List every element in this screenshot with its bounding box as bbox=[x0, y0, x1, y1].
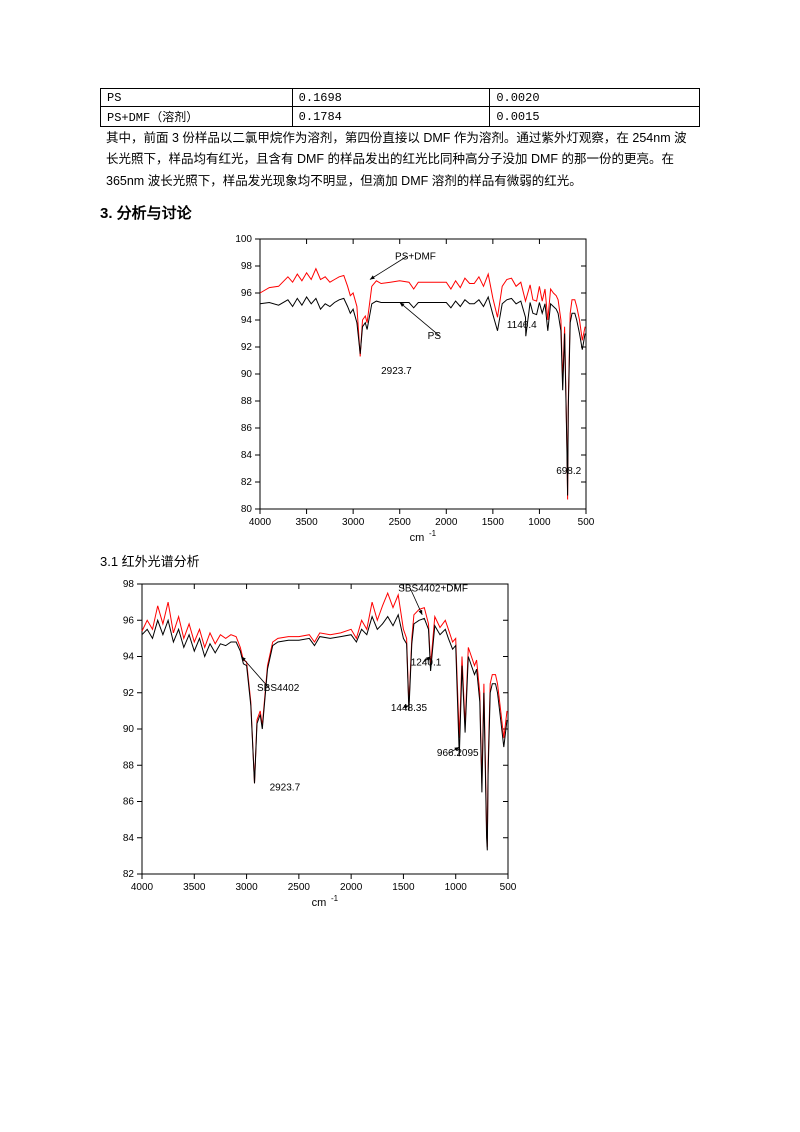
svg-text:90: 90 bbox=[241, 369, 253, 380]
svg-text:4000: 4000 bbox=[249, 517, 272, 528]
table-row: PS 0.1698 0.0020 bbox=[101, 89, 700, 107]
svg-text:92: 92 bbox=[123, 688, 135, 699]
svg-text:-1: -1 bbox=[331, 894, 339, 903]
svg-text:96: 96 bbox=[241, 288, 253, 299]
svg-text:2923.7: 2923.7 bbox=[381, 366, 412, 377]
svg-text:2000: 2000 bbox=[340, 882, 363, 893]
svg-text:cm: cm bbox=[312, 897, 327, 909]
svg-text:94: 94 bbox=[241, 315, 253, 326]
svg-text:86: 86 bbox=[241, 423, 253, 434]
svg-text:PS: PS bbox=[428, 331, 442, 342]
ir-spectrum-chart-2: 4000 3500 3000 2500 2000 1500 1000 500 82 84 86 88 9… bbox=[100, 574, 520, 914]
table-row: PS+DMF（溶剂） 0.1784 0.0015 bbox=[101, 107, 700, 127]
svg-text:2500: 2500 bbox=[288, 882, 311, 893]
svg-text:2923.7: 2923.7 bbox=[270, 782, 301, 793]
svg-text:80: 80 bbox=[241, 504, 253, 515]
cell: 0.0015 bbox=[490, 107, 700, 127]
svg-text:84: 84 bbox=[123, 833, 135, 844]
svg-text:82: 82 bbox=[241, 477, 253, 488]
svg-text:1000: 1000 bbox=[445, 882, 468, 893]
ir-spectrum-chart-1: 4000 3500 3000 2500 2000 1500 1000 500 80 82 84 86 8… bbox=[218, 229, 598, 549]
svg-text:88: 88 bbox=[123, 760, 135, 771]
svg-text:698.2: 698.2 bbox=[556, 466, 581, 477]
svg-text:2500: 2500 bbox=[389, 517, 412, 528]
svg-text:100: 100 bbox=[235, 234, 252, 245]
svg-text:1500: 1500 bbox=[392, 882, 415, 893]
svg-text:82: 82 bbox=[123, 869, 135, 880]
svg-text:1240.1: 1240.1 bbox=[411, 657, 442, 668]
svg-text:2000: 2000 bbox=[435, 517, 458, 528]
cell: 0.0020 bbox=[490, 89, 700, 107]
svg-text:94: 94 bbox=[123, 651, 135, 662]
svg-text:1000: 1000 bbox=[528, 517, 551, 528]
svg-text:84: 84 bbox=[241, 450, 253, 461]
svg-text:-1: -1 bbox=[429, 529, 437, 538]
cell: PS bbox=[101, 89, 293, 107]
svg-text:966.2095: 966.2095 bbox=[437, 748, 479, 759]
cell: 0.1698 bbox=[292, 89, 490, 107]
cell: PS+DMF（溶剂） bbox=[101, 107, 293, 127]
data-table: PS 0.1698 0.0020 PS+DMF（溶剂） 0.1784 0.001… bbox=[100, 88, 700, 127]
svg-text:96: 96 bbox=[123, 615, 135, 626]
svg-text:3500: 3500 bbox=[183, 882, 206, 893]
svg-text:cm: cm bbox=[410, 532, 425, 544]
svg-text:3500: 3500 bbox=[295, 517, 318, 528]
svg-text:PS+DMF: PS+DMF bbox=[395, 251, 436, 262]
svg-text:SBS4402+DMF: SBS4402+DMF bbox=[398, 583, 468, 594]
svg-text:3000: 3000 bbox=[342, 517, 365, 528]
svg-text:500: 500 bbox=[578, 517, 595, 528]
svg-text:92: 92 bbox=[241, 342, 253, 353]
svg-text:1448.35: 1448.35 bbox=[391, 703, 428, 714]
svg-text:SBS4402: SBS4402 bbox=[257, 683, 300, 694]
svg-text:90: 90 bbox=[123, 724, 135, 735]
svg-text:86: 86 bbox=[123, 796, 135, 807]
subsection-heading: 3.1 红外光谱分析 bbox=[100, 551, 700, 570]
paragraph: 其中，前面 3 份样品以二氯甲烷作为溶剂，第四份直接以 DMF 作为溶剂。通过紫… bbox=[106, 128, 694, 192]
svg-text:4000: 4000 bbox=[131, 882, 154, 893]
cell: 0.1784 bbox=[292, 107, 490, 127]
svg-text:3000: 3000 bbox=[235, 882, 258, 893]
svg-text:500: 500 bbox=[500, 882, 517, 893]
svg-text:88: 88 bbox=[241, 396, 253, 407]
svg-text:98: 98 bbox=[123, 579, 135, 590]
section-heading: 3. 分析与讨论 bbox=[100, 202, 700, 223]
svg-text:98: 98 bbox=[241, 261, 253, 272]
svg-text:1146.4: 1146.4 bbox=[507, 320, 537, 331]
svg-text:1500: 1500 bbox=[482, 517, 505, 528]
